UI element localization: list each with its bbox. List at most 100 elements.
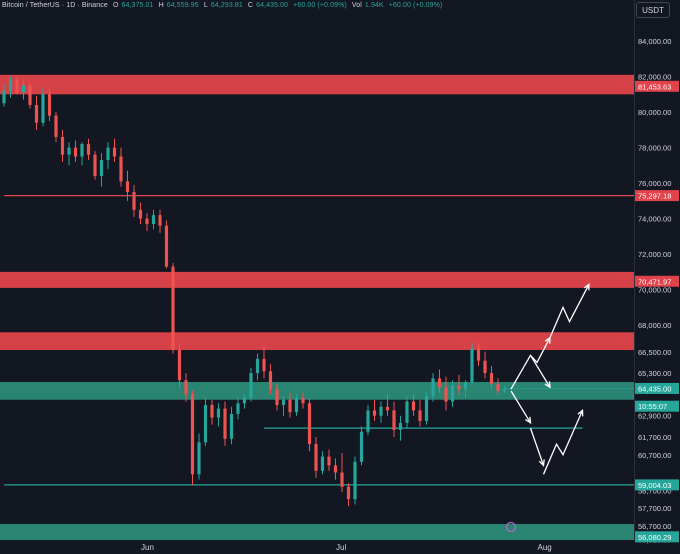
price-tag-label: 59,004.03 — [638, 481, 671, 490]
high-value: 64,559.95 — [166, 2, 199, 9]
price-tag-label: 81,453.63 — [638, 82, 671, 91]
y-tick-label: 78,000.00 — [638, 144, 671, 153]
projection-arrowhead — [538, 459, 545, 467]
candle-body — [184, 380, 188, 395]
y-tick-label: 65,300.00 — [638, 369, 671, 378]
candle-body — [268, 371, 273, 390]
candle-body — [86, 144, 91, 155]
candle-body — [359, 431, 364, 462]
candle-body — [275, 389, 279, 406]
candle-body — [340, 472, 344, 487]
candle-body — [372, 410, 377, 416]
x-tick-label: Aug — [538, 543, 552, 552]
volume-label: Vol — [351, 2, 362, 9]
candle-body — [28, 85, 32, 105]
symbol-header: Bitcoin / TetherUS · 1D · Binance O 64,37… — [2, 2, 445, 9]
candle-body — [327, 456, 331, 466]
candle-body — [242, 397, 247, 404]
y-tick-label: 82,000.00 — [638, 73, 671, 82]
support-zone — [0, 524, 634, 540]
candle-body — [229, 413, 234, 439]
candle-body — [106, 147, 110, 161]
low-label: L — [203, 2, 208, 9]
price-tag-label: 70,471.97 — [638, 277, 671, 286]
candle-body — [346, 486, 351, 500]
price-tag-bg — [635, 80, 679, 92]
price-tag-bg — [635, 531, 679, 543]
projection-path — [542, 410, 584, 475]
candle-body — [314, 444, 318, 471]
high-label: H — [158, 2, 164, 9]
y-tick-label: 57,700.00 — [638, 504, 671, 513]
y-tick-label: 80,000.00 — [638, 108, 671, 117]
candle-body — [457, 385, 461, 390]
close-value: 64,435.00 — [256, 2, 289, 9]
support-zone — [0, 381, 634, 400]
y-tick-label: 62,900.00 — [638, 412, 671, 421]
y-tick-label: 74,000.00 — [638, 215, 671, 224]
candle-body — [424, 396, 429, 422]
candle-body — [15, 80, 19, 93]
candle-body — [54, 115, 58, 137]
y-tick-label: 66,500.00 — [638, 348, 671, 357]
candle-body — [112, 147, 117, 157]
volume-value: 1.94K — [364, 2, 384, 9]
candle-body — [398, 422, 403, 430]
candle-body — [119, 156, 123, 182]
x-tick-label: Jun — [141, 543, 154, 552]
candle-body — [203, 405, 208, 443]
candle-body — [190, 394, 195, 475]
projection-path — [529, 355, 551, 388]
candle-body — [236, 403, 240, 414]
candle-body — [164, 225, 169, 267]
candle-body — [99, 160, 104, 177]
price-tag-label: 64,435.00 — [638, 384, 671, 393]
candle-body — [320, 456, 325, 471]
y-tick-label: 60,700.00 — [638, 451, 671, 460]
projection-path — [510, 390, 532, 424]
y-tick-label: 61,700.00 — [638, 433, 671, 442]
candle-body — [171, 266, 175, 351]
price-tag-bg — [635, 479, 679, 491]
projection-arrowhead — [544, 381, 551, 389]
candle-body — [450, 385, 455, 402]
candle-body — [21, 85, 26, 93]
event-marker-icon — [505, 521, 517, 533]
price-tag-bg — [635, 382, 679, 394]
currency-button[interactable]: USDT — [636, 2, 670, 18]
open-value: 64,375.01 — [121, 2, 154, 9]
candle-body — [385, 406, 390, 411]
candle-body — [158, 215, 162, 226]
candle-body — [132, 192, 136, 210]
candle-body — [223, 408, 227, 439]
y-tick-label: 84,000.00 — [638, 37, 671, 46]
candle-body — [262, 358, 266, 372]
resistance-zone — [0, 271, 634, 288]
candle-body — [294, 397, 299, 413]
close-label: C — [247, 2, 254, 9]
candle-body — [73, 147, 78, 157]
y-tick-label: 58,700.00 — [638, 486, 671, 495]
projection-path — [510, 337, 551, 390]
candle-body — [41, 94, 45, 123]
price-tag-label: 75,297.18 — [638, 192, 671, 201]
candle-body — [249, 373, 253, 398]
candle-body — [281, 399, 286, 406]
candle-body — [151, 215, 156, 224]
candle-body — [210, 405, 214, 418]
price-tag-bg — [635, 190, 679, 202]
candle-body — [437, 378, 442, 388]
price-tag-bg — [635, 275, 679, 287]
volume-change-value: +60.00 (+0.09%) — [388, 2, 443, 9]
candle-body — [80, 144, 84, 157]
candle-body — [60, 136, 65, 155]
y-tick-label: 72,000.00 — [638, 250, 671, 259]
candle-body — [418, 410, 422, 422]
candle-body — [125, 181, 130, 192]
candle-body — [379, 406, 383, 416]
candle-body — [8, 80, 13, 91]
candle-body — [496, 383, 500, 391]
price-tag-bg — [635, 400, 679, 412]
candle-body — [444, 387, 448, 402]
